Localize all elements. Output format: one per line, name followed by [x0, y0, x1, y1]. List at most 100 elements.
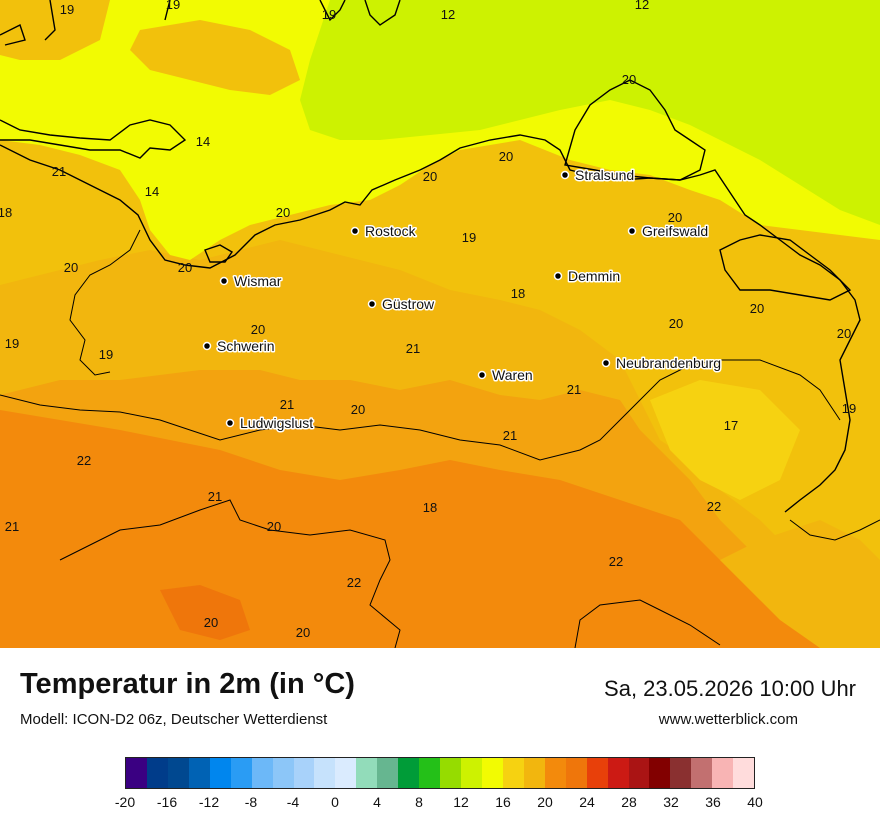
color-scale-swatch	[377, 758, 399, 788]
color-scale-swatch	[314, 758, 336, 788]
city-label: Demmin	[568, 268, 620, 284]
island-usedom	[719, 234, 852, 301]
color-scale-swatch	[419, 758, 441, 788]
isotherm-value-label: 20	[276, 205, 290, 220]
color-scale-swatch	[733, 758, 755, 788]
city-marker	[202, 341, 212, 351]
isotherm-value-label: 21	[406, 341, 420, 356]
website-link[interactable]: www.wetterblick.com	[658, 711, 798, 728]
color-scale-swatch	[230, 758, 252, 788]
color-scale-swatch	[293, 758, 315, 788]
city-label: Greifswald	[642, 223, 708, 239]
color-scale-swatch	[712, 758, 734, 788]
color-scale-tick: 4	[373, 794, 381, 810]
temp-field-18	[650, 380, 800, 500]
city-label: Stralsund	[575, 167, 634, 183]
color-scale-swatch	[670, 758, 692, 788]
isotherm-value-label: 20	[837, 326, 851, 341]
color-scale-tick: -20	[114, 794, 136, 810]
isotherm-value-label: 22	[347, 575, 361, 590]
color-scale-swatch	[126, 758, 147, 788]
color-scale-swatch	[398, 758, 420, 788]
city-label: Waren	[492, 367, 533, 383]
color-scale-swatch	[691, 758, 713, 788]
color-scale-tick: -4	[286, 794, 300, 810]
isotherm-value-label: 20	[178, 260, 192, 275]
isotherm-value-label: 18	[511, 286, 525, 301]
isotherm-value-label: 18	[423, 500, 437, 515]
isotherm-value-label: 21	[52, 164, 66, 179]
isotherm-value-label: 20	[750, 301, 764, 316]
model-subtitle: Modell: ICON-D2 06z, Deutscher Wetterdie…	[20, 711, 328, 728]
isotherm-value-label: 20	[251, 322, 265, 337]
color-scale-swatch	[502, 758, 524, 788]
color-scale-swatch	[146, 758, 168, 788]
isotherm-value-label: 19	[60, 2, 74, 17]
isotherm-value-label: 19	[842, 401, 856, 416]
city-marker	[560, 170, 570, 180]
isotherm-value-label: 20	[423, 169, 437, 184]
color-scale-swatch	[209, 758, 231, 788]
color-scale-swatch	[251, 758, 273, 788]
forecast-datetime: Sa, 23.05.2026 10:00 Uhr	[604, 676, 856, 701]
color-scale-ticks: -20 -16 -12 -8 -4 0 4 8 12 16 20 24 28 32 36 40	[115, 794, 763, 814]
island-poel	[204, 244, 234, 263]
color-scale-swatch	[167, 758, 189, 788]
color-scale-tick: 28	[621, 794, 637, 810]
city-label: Güstrow	[382, 296, 435, 312]
isotherm-value-label: 12	[635, 0, 649, 12]
temp-field-19-north	[130, 20, 300, 95]
city-marker	[477, 370, 487, 380]
isotherm-value-label: 21	[280, 397, 294, 412]
color-scale-swatch	[272, 758, 294, 788]
city-label: Rostock	[365, 223, 417, 239]
color-scale-tick: 16	[495, 794, 511, 810]
map-title: Temperatur in 2m (in °C)	[20, 668, 355, 700]
isotherm-value-label: 18	[0, 205, 12, 220]
color-scale-swatch	[335, 758, 357, 788]
color-scale-tick: -12	[198, 794, 220, 810]
isotherm-value-label: 21	[5, 519, 19, 534]
isotherm-value-label: 20	[622, 72, 636, 87]
island-ruegen	[564, 79, 706, 181]
border-west	[69, 229, 141, 376]
coast-denmark	[0, 0, 401, 46]
color-scale-swatch	[628, 758, 650, 788]
isotherm-value-label: 14	[196, 134, 210, 149]
coastline	[0, 134, 861, 513]
isotherm-value-label: 20	[499, 149, 513, 164]
temp-field-23	[160, 585, 250, 640]
color-scale-swatch	[440, 758, 461, 788]
color-scale-swatch	[481, 758, 503, 788]
isotherm-value-label: 19	[99, 347, 113, 362]
city-label: Ludwigslust	[240, 415, 313, 431]
isotherm-value-label: 21	[503, 428, 517, 443]
color-scale-swatch	[461, 758, 482, 788]
isotherm-value-labels: 19 19 19 12 12 20 14 14 21 20 20 18 20 20 19 20 20 20 20 18…	[0, 0, 856, 640]
isotherm-value-label: 19	[5, 336, 19, 351]
city-marker	[627, 226, 637, 236]
color-scale-tick: 32	[663, 794, 679, 810]
isotherm-value-label: 19	[322, 7, 336, 22]
color-scale-tick: 40	[747, 794, 763, 810]
color-scale-swatch	[607, 758, 629, 788]
color-scale-tick: 36	[705, 794, 721, 810]
isotherm-value-label: 20	[204, 615, 218, 630]
color-scale-swatch	[565, 758, 587, 788]
city-marker	[553, 271, 563, 281]
isotherm-value-label: 20	[267, 519, 281, 534]
isotherm-value-label: 17	[724, 418, 738, 433]
color-scale-swatch	[356, 758, 378, 788]
color-scale-tick: 8	[415, 794, 423, 810]
city-markers: Stralsund Rostock Greifswald Wismar Demmin Gü…	[202, 166, 723, 433]
coast-fehmarn	[0, 119, 187, 159]
temp-field-12	[300, 0, 880, 225]
city-label: Schwerin	[217, 338, 275, 354]
isotherm-value-label: 22	[707, 499, 721, 514]
color-scale-swatch	[649, 758, 671, 788]
color-scale-tick: -8	[244, 794, 258, 810]
color-scale-swatch	[523, 758, 545, 788]
city-label: Neubrandenburg	[616, 355, 721, 371]
city-marker	[367, 299, 377, 309]
border-south	[59, 499, 880, 648]
